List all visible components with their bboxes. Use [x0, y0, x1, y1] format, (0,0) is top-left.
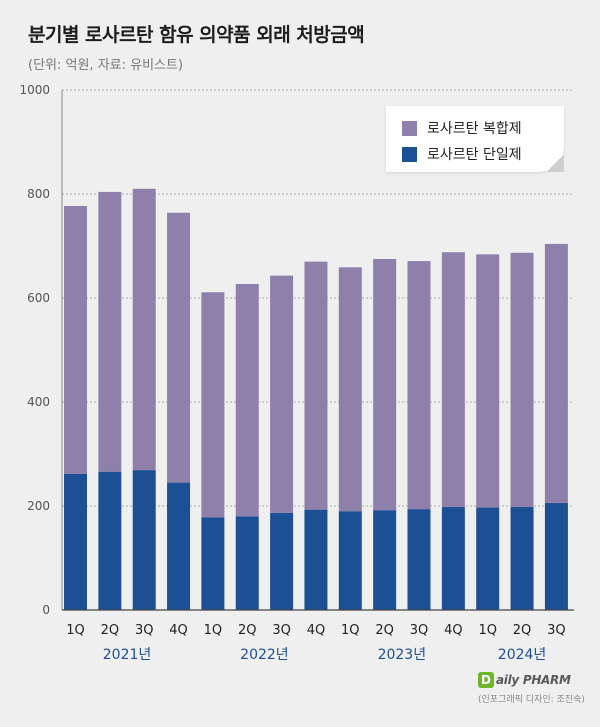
x-tick-label: 3Q — [272, 623, 291, 638]
x-tick-label: 1Q — [204, 623, 223, 638]
y-tick-label: 1000 — [19, 83, 50, 97]
bar-combination — [510, 252, 534, 508]
dailypharm-logo: D aily PHARM — [478, 672, 571, 688]
bar-single — [407, 509, 431, 610]
bar-single — [64, 473, 87, 610]
chart-legend: 로사르탄 복합제 로사르탄 단일제 — [386, 106, 564, 172]
y-tick-label: 400 — [27, 395, 50, 409]
bar-combination — [544, 243, 568, 503]
bar-single — [510, 507, 534, 610]
y-tick-label: 800 — [27, 187, 50, 201]
bar-single — [544, 502, 568, 610]
legend-page-curl — [546, 154, 564, 172]
year-group-label: 2023년 — [378, 647, 427, 663]
legend-label-single: 로사르탄 단일제 — [427, 147, 522, 163]
design-credit: (인포그래픽 디자인: 조진숙) — [478, 695, 585, 705]
bar-single — [167, 482, 191, 610]
bar-combination — [407, 261, 431, 510]
x-tick-label: 3Q — [547, 623, 566, 638]
legend-swatch-single — [402, 146, 417, 162]
x-tick-label: 2Q — [513, 623, 532, 638]
bar-single — [132, 470, 156, 610]
bar-single — [98, 471, 122, 610]
x-tick-label: 1Q — [341, 623, 360, 638]
bar-combination — [304, 261, 328, 510]
x-tick-label: 2Q — [238, 623, 257, 638]
logo-text: aily PHARM — [496, 673, 571, 687]
chart-subtitle: (단위: 억원, 자료: 유비스트) — [28, 58, 184, 73]
chart-title: 분기별 로사르탄 함유 의약품 외래 처방금액 — [28, 24, 365, 46]
bar-single — [270, 512, 294, 610]
legend-item-combination: 로사르탄 복합제 — [402, 118, 522, 138]
x-tick-label: 3Q — [410, 623, 429, 638]
x-tick-label: 4Q — [444, 623, 463, 638]
bar-combination — [64, 205, 87, 474]
bar-single — [201, 517, 225, 610]
y-tick-label: 0 — [42, 603, 50, 617]
year-group-label: 2021년 — [103, 647, 152, 663]
bar-combination — [98, 191, 122, 472]
legend-swatch-combination — [402, 120, 417, 136]
bar-combination — [235, 283, 259, 517]
y-tick-label: 200 — [27, 499, 50, 513]
logo-mark: D — [478, 672, 494, 688]
bar-combination — [338, 267, 362, 512]
bar-combination — [167, 212, 191, 483]
year-group-label: 2024년 — [498, 647, 547, 663]
x-tick-label: 2Q — [101, 623, 120, 638]
bar-single — [304, 509, 328, 610]
bar-combination — [270, 275, 294, 513]
x-tick-label: 2Q — [375, 623, 394, 638]
bar-combination — [373, 259, 397, 511]
x-tick-label: 1Q — [66, 623, 85, 638]
bar-single — [235, 516, 259, 610]
year-group-label: 2022년 — [240, 647, 289, 663]
x-tick-label: 4Q — [169, 623, 188, 638]
x-tick-label: 4Q — [307, 623, 326, 638]
bar-combination — [441, 252, 465, 508]
y-tick-label: 600 — [27, 291, 50, 305]
x-tick-label: 1Q — [478, 623, 497, 638]
x-tick-label: 3Q — [135, 623, 154, 638]
legend-label-combination: 로사르탄 복합제 — [427, 121, 522, 137]
bar-single — [373, 510, 397, 610]
legend-item-single: 로사르탄 단일제 — [402, 144, 522, 164]
bar-combination — [476, 254, 500, 508]
bar-single — [338, 511, 362, 610]
bar-single — [476, 507, 500, 610]
bar-combination — [201, 292, 225, 518]
bar-single — [441, 507, 465, 610]
bar-combination — [132, 188, 156, 471]
